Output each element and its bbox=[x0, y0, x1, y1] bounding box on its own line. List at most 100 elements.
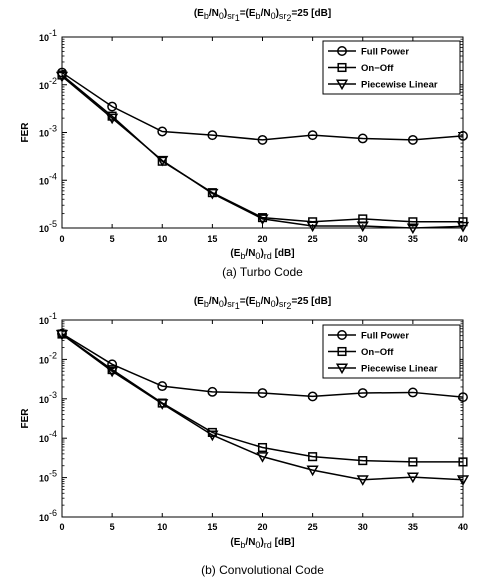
legend-label: Piecewise Linear bbox=[361, 364, 438, 375]
series-line-square bbox=[61, 333, 463, 463]
data-point-circle bbox=[407, 134, 418, 145]
title-sub: b bbox=[204, 11, 209, 21]
x-tick-label: 0 bbox=[59, 234, 64, 244]
data-point-circle bbox=[107, 359, 118, 370]
x-tick-label: 10 bbox=[157, 234, 167, 244]
data-point-triangle bbox=[206, 430, 219, 442]
x-tick-label: 25 bbox=[308, 234, 318, 244]
y-tick-label: 10-4 bbox=[39, 429, 57, 444]
legend-label: Piecewise Linear bbox=[361, 80, 438, 91]
x-tick-label: 30 bbox=[358, 234, 368, 244]
title-sub: 0 bbox=[271, 299, 276, 309]
chart-title: (Eb/N0)sr1=(Eb/N0)sr2=25 [dB] bbox=[194, 8, 331, 23]
title-sub: 0 bbox=[271, 11, 276, 21]
data-point-square bbox=[358, 456, 368, 466]
y-tick-base: 10 bbox=[39, 316, 49, 326]
title-part: =25 [dB] bbox=[291, 296, 331, 307]
legend-marker-square bbox=[337, 62, 347, 73]
y-axis-label: FER bbox=[20, 122, 31, 143]
y-axis-label: FER bbox=[20, 408, 31, 429]
legend-marker-triangle bbox=[335, 79, 349, 91]
data-point-triangle bbox=[456, 475, 470, 486]
xlabel-part: (E bbox=[230, 248, 240, 259]
legend-label: On−Off bbox=[361, 347, 394, 358]
y-tick-base: 10 bbox=[39, 395, 49, 405]
legend: Full Power On−Off Piecewise Linear bbox=[322, 40, 461, 95]
data-point-triangle bbox=[156, 399, 169, 410]
x-tick-label: 20 bbox=[257, 234, 267, 244]
xlabel-sub: rd bbox=[264, 540, 272, 550]
title-part: /N bbox=[209, 296, 219, 307]
series-circle bbox=[57, 328, 468, 403]
y-tick-label: 10-1 bbox=[39, 311, 57, 326]
y-tick-exp: -5 bbox=[49, 469, 57, 479]
legend-marker-square bbox=[337, 346, 347, 357]
xlabel-part: [dB] bbox=[272, 248, 295, 259]
data-point-circle bbox=[407, 387, 418, 398]
title-sub: 2 bbox=[286, 13, 291, 23]
x-tick-label: 20 bbox=[257, 522, 267, 532]
data-point-circle bbox=[257, 388, 268, 398]
xlabel-sub: rd bbox=[264, 251, 272, 261]
y-tick-exp: -3 bbox=[49, 124, 57, 134]
title-sub: b bbox=[256, 11, 261, 21]
data-point-circle bbox=[107, 101, 118, 112]
x-tick-label: 0 bbox=[59, 522, 64, 532]
legend-marker-circle bbox=[337, 330, 347, 340]
data-point-circle bbox=[207, 130, 218, 141]
y-tick-exp: -4 bbox=[49, 171, 57, 181]
y-tick-label: 10-3 bbox=[39, 390, 57, 405]
y-tick-label: 10-5 bbox=[39, 219, 57, 234]
y-tick-label: 10-4 bbox=[39, 171, 57, 186]
data-point-triangle bbox=[356, 221, 369, 233]
chart-2: (Eb/N0)sr1=(Eb/N0)sr2=25 [dB]0 5 10 15 20 25 3… bbox=[20, 296, 470, 577]
x-tick-label: 15 bbox=[207, 234, 217, 244]
y-tick-base: 10 bbox=[39, 224, 49, 234]
y-tick-label: 10-3 bbox=[39, 124, 57, 139]
data-point-triangle bbox=[55, 329, 69, 341]
data-point-circle bbox=[458, 130, 468, 141]
y-tick-exp: -1 bbox=[49, 311, 57, 321]
data-point-triangle bbox=[206, 188, 219, 200]
title-part: =(E bbox=[240, 296, 256, 307]
legend-marker-circle bbox=[337, 46, 347, 56]
data-point-square bbox=[308, 452, 318, 462]
title-part: /N bbox=[261, 296, 271, 307]
data-point-triangle bbox=[356, 475, 369, 486]
data-point-triangle bbox=[106, 366, 119, 378]
x-tick-label: 10 bbox=[157, 522, 167, 532]
data-point-circle bbox=[257, 134, 268, 145]
title-sub: 2 bbox=[286, 301, 291, 311]
xlabel-part: ) bbox=[260, 537, 263, 548]
y-tick-exp: -6 bbox=[49, 508, 57, 518]
xlabel-part: ) bbox=[260, 248, 263, 259]
data-point-triangle bbox=[406, 472, 419, 484]
xlabel-sub: 0 bbox=[255, 251, 260, 261]
xlabel-part: /N bbox=[245, 537, 255, 548]
data-point-square bbox=[458, 457, 468, 467]
data-point-square bbox=[257, 442, 268, 453]
x-tick-label: 5 bbox=[110, 234, 115, 244]
x-tick-label: 5 bbox=[110, 522, 115, 532]
legend: Full Power On−Off Piecewise Linear bbox=[322, 324, 461, 379]
data-point-triangle bbox=[106, 113, 119, 125]
y-tick-exp: -5 bbox=[49, 219, 57, 229]
data-point-circle bbox=[357, 133, 368, 144]
y-tick-base: 10 bbox=[39, 33, 49, 43]
title-part: /N bbox=[261, 8, 271, 19]
series-line-triangle bbox=[61, 333, 464, 481]
y-tick-label: 10-2 bbox=[39, 350, 57, 365]
series-line-triangle bbox=[61, 75, 464, 229]
title-sub: b bbox=[256, 299, 261, 309]
x-axis-label: (Eb/N0)rd [dB] bbox=[230, 537, 294, 550]
xlabel-part: (E bbox=[230, 537, 240, 548]
y-tick-exp: -2 bbox=[49, 350, 57, 360]
data-point-circle bbox=[207, 386, 218, 397]
chart-1: (Eb/N0)sr1=(Eb/N0)sr2=25 [dB]0 5 10 15 20 25 3… bbox=[20, 8, 470, 279]
y-tick-label: 10-2 bbox=[39, 76, 57, 91]
title-part: =(E bbox=[240, 8, 256, 19]
data-point-circle bbox=[458, 392, 468, 403]
series-line-circle bbox=[61, 333, 464, 398]
x-axis-label: (Eb/N0)rd [dB] bbox=[230, 248, 294, 261]
